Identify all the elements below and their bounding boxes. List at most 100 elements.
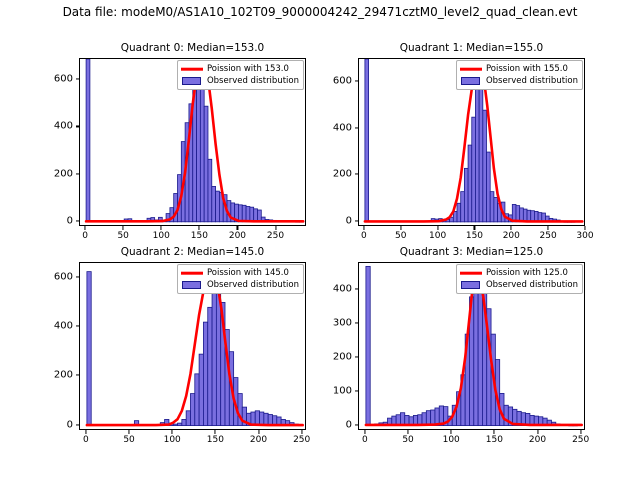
subplot-title-quadrant-2: Quadrant 2: Median=145.0 xyxy=(120,246,265,258)
histogram-bar xyxy=(190,393,196,426)
histogram-bar xyxy=(199,86,205,223)
y-tick-label: 0 xyxy=(345,215,352,227)
x-tick-mark xyxy=(214,430,216,434)
histogram-bar xyxy=(207,306,213,426)
histogram-bar xyxy=(482,109,487,223)
histogram-bar xyxy=(203,105,209,223)
histogram-bar xyxy=(86,271,92,426)
histogram-bar xyxy=(259,411,265,426)
histogram-bar xyxy=(456,202,462,223)
x-tick-label: 250 xyxy=(293,435,311,445)
y-tick-mark xyxy=(75,325,79,327)
histogram-bar xyxy=(177,422,183,426)
observed-bar-swatch-icon xyxy=(460,76,482,86)
y-tick-mark xyxy=(354,80,358,82)
y-tick-mark xyxy=(354,356,358,358)
histogram-bar xyxy=(365,265,371,426)
y-tick-mark xyxy=(354,390,358,392)
histogram-bar xyxy=(85,59,91,223)
subplot-title-quadrant-3: Quadrant 3: Median=125.0 xyxy=(399,246,544,258)
x-tick-label: 0 xyxy=(83,435,89,445)
legend-quadrant-1[interactable]: Poission with 155.0 Observed distributio… xyxy=(455,60,583,90)
y-tick-mark xyxy=(75,374,79,376)
histogram-bar xyxy=(515,205,521,223)
legend-entry-poisson: Poission with 155.0 xyxy=(460,63,578,75)
x-tick-mark xyxy=(301,430,303,434)
histogram-bar xyxy=(249,206,255,223)
histogram-bar xyxy=(425,410,432,426)
x-tick-mark xyxy=(84,226,86,230)
legend-label-observed: Observed distribution xyxy=(206,280,299,290)
legend-label-observed: Observed distribution xyxy=(485,280,578,290)
y-tick-mark xyxy=(75,276,79,278)
y-tick-label: 100 xyxy=(332,385,352,397)
plot-area-quadrant-1 xyxy=(363,59,584,223)
histogram-bar xyxy=(519,207,524,223)
x-tick-label: 150 xyxy=(190,231,208,241)
legend-label-poisson: Poission with 145.0 xyxy=(206,268,289,278)
legend-entry-poisson: Poission with 125.0 xyxy=(460,267,578,279)
y-tick-mark xyxy=(354,322,358,324)
histogram-bar xyxy=(207,158,213,223)
y-tick-mark xyxy=(354,173,358,175)
subplot-title-quadrant-1: Quadrant 1: Median=155.0 xyxy=(399,42,544,54)
histogram-bar xyxy=(478,81,484,223)
x-tick-label: 50 xyxy=(117,231,129,241)
x-tick-mark xyxy=(400,226,402,230)
histogram-bar xyxy=(473,279,479,426)
histogram-bar xyxy=(486,151,491,223)
histogram-bar xyxy=(254,410,260,426)
histogram-bar xyxy=(211,284,217,426)
legend-quadrant-2[interactable]: Poission with 145.0 Observed distributio… xyxy=(176,264,304,294)
y-tick-label: 200 xyxy=(53,168,73,180)
histogram-bar xyxy=(172,423,178,426)
legend-label-poisson: Poission with 125.0 xyxy=(485,268,568,278)
x-tick-label: 0 xyxy=(362,435,368,445)
histogram-bar xyxy=(430,409,436,426)
observed-bar-swatch-icon xyxy=(181,76,203,86)
y-tick-label: 400 xyxy=(53,320,73,332)
y-tick-mark xyxy=(354,288,358,290)
histogram-bar xyxy=(203,321,209,426)
y-tick-label: 400 xyxy=(332,122,352,134)
x-tick-mark xyxy=(257,430,260,434)
legend-quadrant-0[interactable]: Poission with 153.0 Observed distributio… xyxy=(176,60,304,90)
histogram-bar xyxy=(471,116,476,223)
legend-entry-observed: Observed distribution xyxy=(181,279,299,291)
x-tick-mark xyxy=(536,430,539,434)
x-tick-label: 150 xyxy=(465,231,484,241)
legend-label-observed: Observed distribution xyxy=(206,76,299,86)
x-tick-mark xyxy=(171,430,173,434)
legend-label-poisson: Poission with 155.0 xyxy=(485,64,568,74)
x-tick-mark xyxy=(547,226,549,230)
subplot-quadrant-1: Quadrant 1: Median=155.0 0 200 400 600 0 50 10… xyxy=(333,42,594,241)
histogram-bar xyxy=(511,204,517,223)
x-tick-mark xyxy=(274,226,277,230)
x-tick-mark xyxy=(363,226,365,230)
x-tick-label: 300 xyxy=(576,231,594,241)
histogram-bar xyxy=(198,353,204,426)
x-tick-mark xyxy=(198,226,200,230)
x-tick-label: 250 xyxy=(539,231,557,241)
subplot-quadrant-2: Quadrant 2: Median=145.0 0 200 400 600 0 50 10… xyxy=(54,246,310,445)
poisson-line-swatch-icon xyxy=(181,268,203,278)
legend-quadrant-3[interactable]: Poission with 125.0 Observed distributio… xyxy=(455,264,583,294)
observed-bar-swatch-icon xyxy=(460,280,482,290)
y-tick-label: 600 xyxy=(332,75,352,87)
x-tick-label: 0 xyxy=(82,231,88,241)
histogram-bar xyxy=(463,167,469,223)
x-tick-label: 50 xyxy=(402,435,414,445)
plot-area-quadrant-0 xyxy=(84,59,305,223)
legend-label-observed: Observed distribution xyxy=(485,76,578,86)
y-tick-label: 0 xyxy=(66,419,73,431)
legend-entry-observed: Observed distribution xyxy=(181,75,299,87)
plot-area-quadrant-2 xyxy=(85,271,304,427)
y-tick-label: 200 xyxy=(332,351,352,363)
x-tick-mark xyxy=(128,430,130,434)
subplot-quadrant-3: Quadrant 3: Median=125.0 0 100 200 300 400 0 5… xyxy=(333,246,589,445)
y-tick-label: 0 xyxy=(345,419,352,431)
x-tick-label: 100 xyxy=(442,435,460,445)
histogram-bar xyxy=(194,373,200,426)
subplot-title-quadrant-0: Quadrant 0: Median=153.0 xyxy=(120,42,265,54)
y-tick-mark xyxy=(354,424,358,426)
